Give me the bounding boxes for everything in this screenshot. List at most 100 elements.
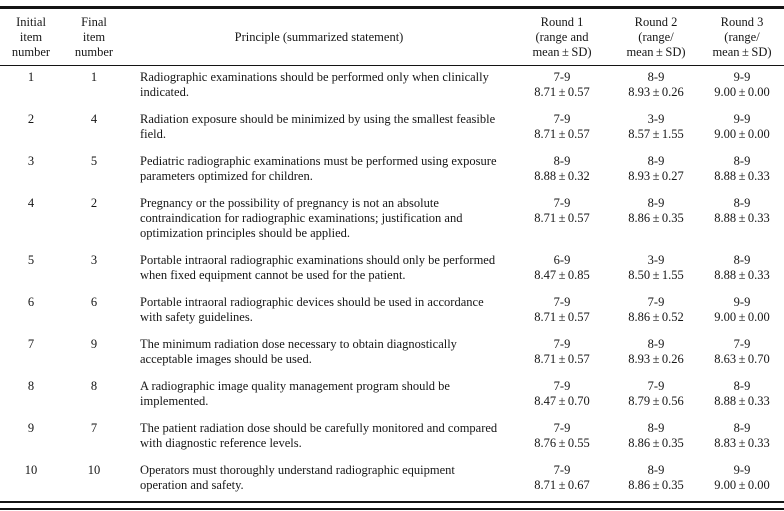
- table-body: 1 1 Radiographic examinations should be …: [0, 66, 784, 502]
- round-2-cell: 3-9 8.50 ± 1.55: [612, 249, 700, 291]
- round-3-range: 8-9: [733, 379, 751, 393]
- round-3-cell: 7-9 8.63 ± 0.70: [700, 333, 784, 375]
- header-final-item-number: Final item number: [62, 7, 126, 66]
- round-3-mean-sd: 9.00 ± 0.00: [714, 478, 770, 492]
- initial-item-number-cell: 3: [27, 154, 35, 168]
- principle-cell: Operators must thoroughly understand rad…: [140, 463, 455, 492]
- round-1-range: 7-9: [553, 70, 571, 84]
- header-round-3: Round 3 (range/ mean ± SD): [700, 7, 784, 66]
- round-2-range: 8-9: [647, 337, 665, 351]
- principle-cell: The patient radiation dose should be car…: [140, 421, 498, 450]
- round-3-cell: 9-9 9.00 ± 0.00: [700, 66, 784, 109]
- round-1-cell: 6-9 8.47 ± 0.85: [512, 249, 612, 291]
- round-3-cell: 8-9 8.88 ± 0.33: [700, 249, 784, 291]
- round-2-mean-sd: 8.86 ± 0.35: [628, 478, 684, 492]
- round-3-range: 9-9: [733, 112, 751, 126]
- round-2-range: 8-9: [647, 421, 665, 435]
- table-row: 10 10 Operators must thoroughly understa…: [0, 459, 784, 502]
- round-2-mean-sd: 8.93 ± 0.26: [628, 85, 684, 99]
- principle-cell: Pregnancy or the possibility of pregnanc…: [140, 196, 463, 240]
- round-1-mean-sd: 8.47 ± 0.85: [534, 268, 590, 282]
- round-1-mean-sd: 8.71 ± 0.57: [534, 310, 590, 324]
- final-item-number-cell: 10: [87, 463, 101, 477]
- round-1-range: 7-9: [553, 112, 571, 126]
- principle-cell: Portable intraoral radiographic devices …: [140, 295, 484, 324]
- round-1-mean-sd: 8.47 ± 0.70: [534, 394, 590, 408]
- initial-item-number-cell: 6: [27, 295, 35, 309]
- round-2-range: 3-9: [647, 112, 665, 126]
- round-2-mean-sd: 8.57 ± 1.55: [628, 127, 684, 141]
- round-1-cell: 7-9 8.71 ± 0.67: [512, 459, 612, 502]
- final-item-number-cell: 8: [90, 379, 98, 393]
- round-3-range: 8-9: [733, 253, 751, 267]
- round-1-cell: 7-9 8.71 ± 0.57: [512, 333, 612, 375]
- round-2-cell: 8-9 8.93 ± 0.26: [612, 333, 700, 375]
- round-2-mean-sd: 8.50 ± 1.55: [628, 268, 684, 282]
- round-1-cell: 7-9 8.47 ± 0.70: [512, 375, 612, 417]
- round-3-cell: 9-9 9.00 ± 0.00: [700, 459, 784, 502]
- round-1-range: 7-9: [553, 463, 571, 477]
- principle-cell: A radiographic image quality management …: [140, 379, 450, 408]
- round-1-cell: 7-9 8.71 ± 0.57: [512, 108, 612, 150]
- initial-item-number-cell: 10: [24, 463, 38, 477]
- round-2-range: 3-9: [647, 253, 665, 267]
- round-3-cell: 9-9 9.00 ± 0.00: [700, 108, 784, 150]
- round-2-mean-sd: 8.79 ± 0.56: [628, 394, 684, 408]
- round-1-mean-sd: 8.71 ± 0.57: [534, 352, 590, 366]
- round-1-cell: 8-9 8.88 ± 0.32: [512, 150, 612, 192]
- round-3-range: 7-9: [733, 337, 751, 351]
- round-2-cell: 8-9 8.93 ± 0.26: [612, 66, 700, 109]
- round-2-cell: 8-9 8.86 ± 0.35: [612, 417, 700, 459]
- round-3-range: 8-9: [733, 154, 751, 168]
- round-1-mean-sd: 8.71 ± 0.57: [534, 127, 590, 141]
- initial-item-number-cell: 5: [27, 253, 35, 267]
- round-3-mean-sd: 8.63 ± 0.70: [714, 352, 770, 366]
- round-1-range: 7-9: [553, 196, 571, 210]
- final-item-number-cell: 9: [90, 337, 98, 351]
- table-bottom-rule: [0, 508, 784, 510]
- round-3-mean-sd: 8.83 ± 0.33: [714, 436, 770, 450]
- round-2-range: 7-9: [647, 295, 665, 309]
- round-3-cell: 9-9 9.00 ± 0.00: [700, 291, 784, 333]
- round-2-cell: 3-9 8.57 ± 1.55: [612, 108, 700, 150]
- initial-item-number-cell: 9: [27, 421, 35, 435]
- round-1-mean-sd: 8.71 ± 0.67: [534, 478, 590, 492]
- round-2-mean-sd: 8.86 ± 0.35: [628, 436, 684, 450]
- round-2-range: 7-9: [647, 379, 665, 393]
- table-row: 3 5 Pediatric radiographic examinations …: [0, 150, 784, 192]
- round-1-mean-sd: 8.71 ± 0.57: [534, 85, 590, 99]
- round-3-range: 8-9: [733, 196, 751, 210]
- initial-item-number-cell: 7: [27, 337, 35, 351]
- round-2-mean-sd: 8.86 ± 0.35: [628, 211, 684, 225]
- round-3-range: 9-9: [733, 295, 751, 309]
- table-row: 8 8 A radiographic image quality managem…: [0, 375, 784, 417]
- final-item-number-cell: 5: [90, 154, 98, 168]
- header-row: Initial item number Final item number Pr…: [0, 7, 784, 66]
- round-2-mean-sd: 8.86 ± 0.52: [628, 310, 684, 324]
- round-2-cell: 8-9 8.86 ± 0.35: [612, 459, 700, 502]
- round-1-range: 7-9: [553, 421, 571, 435]
- round-2-range: 8-9: [647, 154, 665, 168]
- round-1-range: 7-9: [553, 379, 571, 393]
- round-3-cell: 8-9 8.83 ± 0.33: [700, 417, 784, 459]
- round-2-range: 8-9: [647, 70, 665, 84]
- round-1-mean-sd: 8.76 ± 0.55: [534, 436, 590, 450]
- round-3-mean-sd: 9.00 ± 0.00: [714, 85, 770, 99]
- round-3-cell: 8-9 8.88 ± 0.33: [700, 150, 784, 192]
- round-2-range: 8-9: [647, 196, 665, 210]
- principle-cell: Radiation exposure should be minimized b…: [140, 112, 496, 141]
- final-item-number-cell: 6: [90, 295, 98, 309]
- round-1-mean-sd: 8.71 ± 0.57: [534, 211, 590, 225]
- final-item-number-cell: 2: [90, 196, 98, 210]
- initial-item-number-cell: 4: [27, 196, 35, 210]
- round-2-mean-sd: 8.93 ± 0.26: [628, 352, 684, 366]
- round-1-cell: 7-9 8.76 ± 0.55: [512, 417, 612, 459]
- table-row: 9 7 The patient radiation dose should be…: [0, 417, 784, 459]
- delphi-results-table: Initial item number Final item number Pr…: [0, 6, 784, 503]
- initial-item-number-cell: 8: [27, 379, 35, 393]
- header-principle: Principle (summarized statement): [126, 7, 512, 66]
- initial-item-number-cell: 1: [27, 70, 35, 84]
- table-row: 1 1 Radiographic examinations should be …: [0, 66, 784, 109]
- initial-item-number-cell: 2: [27, 112, 35, 126]
